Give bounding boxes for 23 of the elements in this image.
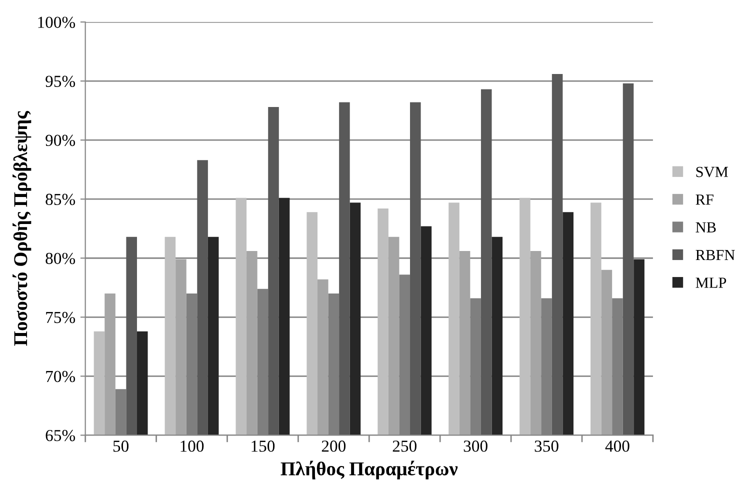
legend-label: RBFN [696, 250, 735, 260]
legend-label: SVM [696, 166, 728, 178]
y-tick-label: 70% [46, 370, 76, 382]
legend-label: NB [696, 222, 716, 232]
legend-label: MLP [696, 278, 726, 288]
y-tick-label: 75% [46, 312, 76, 324]
y-tick-label: 85% [46, 194, 76, 206]
legend-label: RF [696, 194, 714, 205]
y-tick-label: 95% [46, 76, 76, 88]
x-tick-label: 350 [534, 440, 558, 452]
y-tick-label: 100% [38, 16, 76, 28]
x-axis-title: Πλήθος Παραμέτρων [280, 460, 458, 480]
y-axis-title: Ποσοστό Ορθής Πρόβλεψης [12, 110, 32, 346]
y-tick-label: 65% [46, 430, 76, 442]
x-tick-label: 250 [392, 440, 416, 452]
x-tick-label: 50 [113, 440, 129, 452]
x-tick-label: 100 [180, 440, 204, 452]
y-tick-label: 80% [46, 252, 76, 264]
y-tick-label: 90% [46, 134, 76, 146]
x-tick-label: 400 [605, 440, 630, 452]
x-tick-label: 150 [252, 440, 275, 452]
x-tick-label: 300 [464, 440, 488, 452]
x-tick-label: 200 [322, 440, 346, 452]
